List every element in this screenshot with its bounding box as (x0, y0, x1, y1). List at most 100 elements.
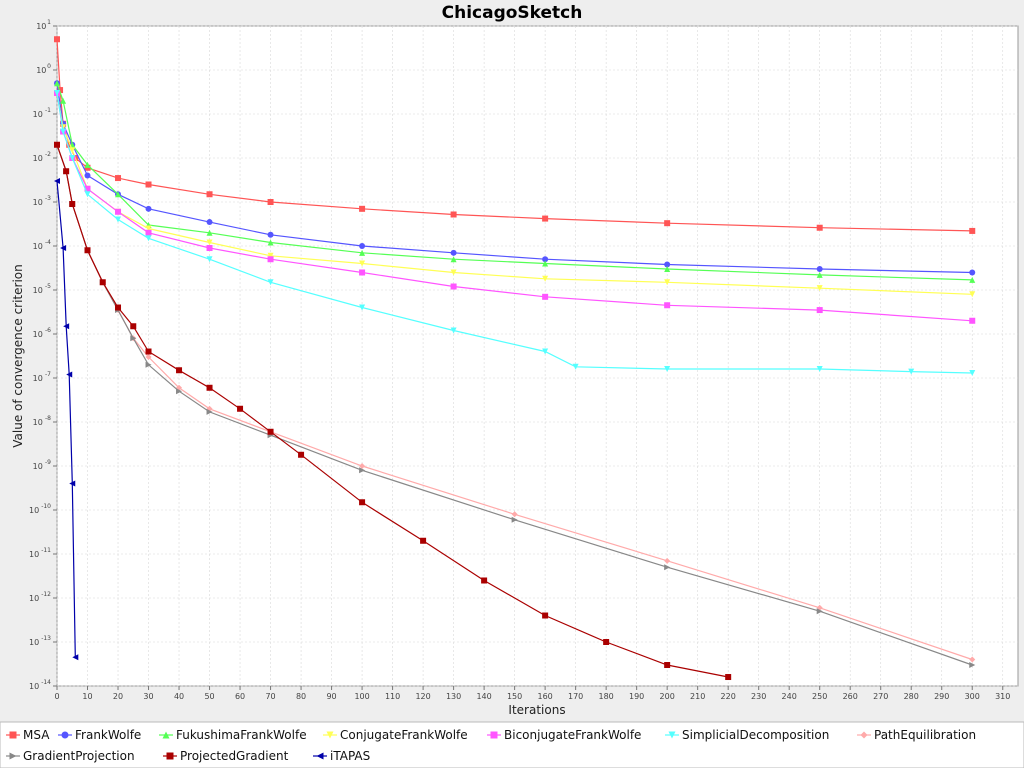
x-tick-label: 70 (265, 692, 275, 701)
series-marker (267, 199, 274, 205)
y-tick-label: 10 -13 (29, 635, 51, 647)
series-marker (145, 205, 152, 212)
x-tick-label: 170 (568, 692, 583, 701)
x-tick-label: 60 (235, 692, 245, 701)
series-marker (145, 361, 152, 368)
series-marker (326, 731, 334, 739)
y-tick-label: 10 -14 (29, 679, 51, 691)
y-tick-exponent: -7 (45, 371, 51, 378)
series-marker (206, 229, 213, 236)
series-marker (816, 608, 823, 615)
y-tick-label: 10 1 (36, 19, 51, 31)
series-marker (84, 191, 91, 198)
series-marker (542, 293, 549, 300)
series-marker (69, 201, 76, 208)
series-marker (908, 368, 915, 375)
series-marker (969, 276, 976, 283)
series-marker (69, 480, 76, 487)
x-tick-label: 40 (174, 692, 184, 701)
series-line (56, 144, 729, 678)
chart-title: ChicagoSketch (442, 3, 583, 23)
series-marker (450, 283, 457, 290)
legend-label: GradientProjection (23, 749, 135, 763)
y-tick-label: 10 -11 (29, 547, 51, 559)
legend-item: iTAPAS (313, 749, 370, 763)
series-line (56, 92, 973, 374)
series-marker (69, 155, 76, 161)
series-marker (115, 304, 122, 311)
series-marker (542, 275, 549, 282)
y-tick-label: 10 -3 (33, 195, 52, 207)
series-marker (359, 205, 366, 212)
series-marker (54, 80, 60, 87)
series-marker (359, 269, 366, 276)
series-marker (84, 247, 91, 254)
series-marker (69, 147, 76, 154)
series-marker (145, 354, 152, 361)
series-marker (450, 211, 457, 218)
y-tick-base: 10 (33, 374, 43, 383)
legend-label: FukushimaFrankWolfe (176, 728, 307, 742)
series-marker (206, 408, 213, 415)
series-marker (63, 323, 70, 330)
legend-label: PathEquilibration (874, 728, 976, 742)
y-tick-exponent: -3 (45, 195, 51, 202)
y-tick-base: 10 (33, 286, 43, 295)
y-tick-exponent: 0 (47, 63, 51, 70)
series-marker (316, 752, 324, 760)
y-tick-base: 10 (33, 330, 43, 339)
x-tick-label: 220 (721, 692, 736, 701)
legend-label: SimplicialDecomposition (682, 728, 829, 742)
series-marker (99, 279, 106, 286)
series-marker (664, 279, 671, 286)
series-marker (267, 231, 274, 238)
x-tick-label: 190 (629, 692, 644, 701)
series-marker (969, 369, 976, 376)
y-tick-exponent: -8 (45, 415, 51, 422)
series-marker (359, 463, 366, 469)
series-marker (54, 141, 60, 148)
series-marker (130, 335, 137, 342)
x-tick-label: 50 (204, 692, 214, 701)
series-marker (725, 674, 732, 681)
series-marker (66, 371, 73, 378)
series-marker (450, 256, 457, 263)
legend-item: ProjectedGradient (163, 749, 289, 763)
y-tick-exponent: -9 (45, 459, 51, 466)
legend-item: FrankWolfe (58, 728, 141, 742)
series-marker (359, 304, 366, 311)
series-marker (603, 639, 610, 645)
y-tick-base: 10 (29, 638, 39, 647)
x-tick-label: 180 (599, 692, 614, 701)
series-marker (9, 731, 17, 739)
x-tick-label: 30 (143, 692, 153, 701)
series-marker (145, 235, 152, 242)
series-marker (969, 269, 976, 276)
x-tick-label: 290 (934, 692, 949, 701)
series-marker (511, 511, 518, 518)
y-tick-base: 10 (33, 198, 43, 207)
series-marker (176, 388, 183, 395)
series-marker (54, 90, 60, 97)
series-marker (969, 656, 976, 663)
x-tick-label: 200 (660, 692, 675, 701)
series-marker (542, 256, 549, 263)
series-marker (61, 731, 69, 739)
y-tick-label: 10 -6 (33, 327, 52, 339)
series-FukushimaFrankWolfe (54, 80, 976, 283)
series-marker (969, 662, 976, 669)
series-marker (60, 245, 67, 252)
series-SimplicialDecomposition (54, 90, 976, 376)
series-marker (359, 243, 366, 249)
series-marker (664, 564, 671, 571)
x-tick-label: 100 (354, 692, 369, 701)
series-marker (511, 516, 518, 523)
y-tick-label: 10 0 (36, 63, 51, 75)
y-tick-label: 10 -4 (33, 239, 52, 251)
series-marker (57, 87, 64, 94)
series-marker (860, 731, 868, 739)
legend-label: BiconjugateFrankWolfe (504, 728, 641, 742)
series-marker (115, 191, 122, 198)
series-marker (816, 224, 823, 231)
series-marker (816, 307, 823, 314)
